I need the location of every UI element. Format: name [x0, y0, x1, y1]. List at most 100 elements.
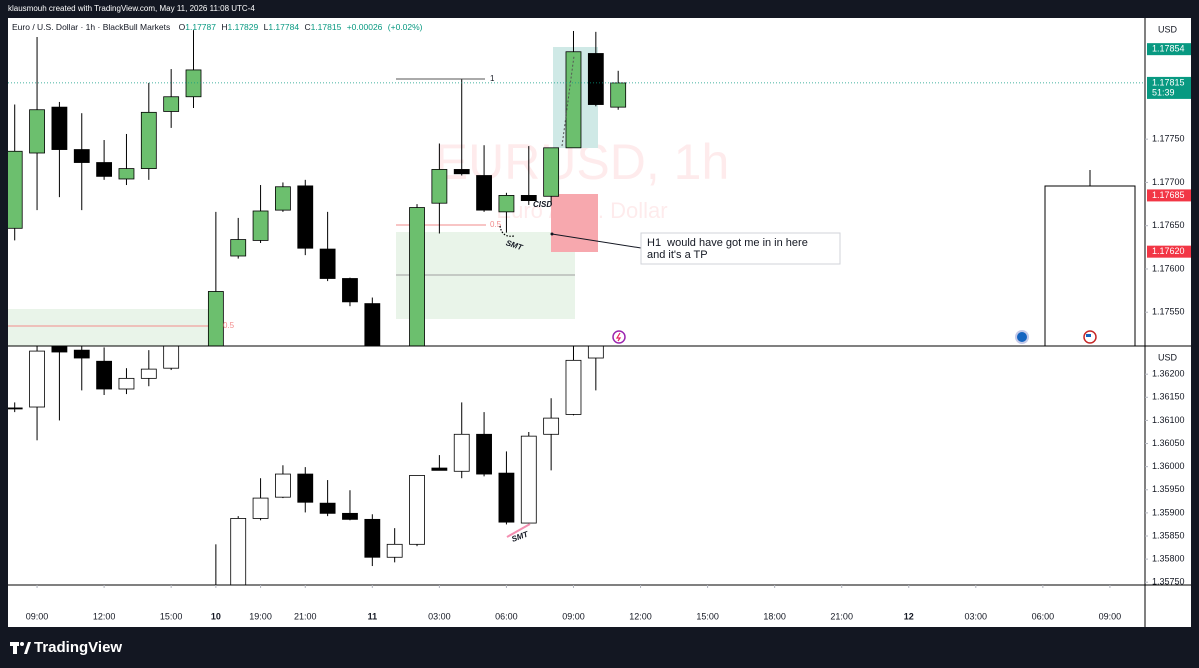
x-tick-label: 03:00	[428, 611, 451, 621]
legend-value: 1.17784	[268, 22, 299, 32]
price-label-box	[1147, 245, 1191, 258]
x-tick-label: 12	[904, 611, 914, 621]
candle-body	[140, 368, 157, 379]
x-tick-label: 09:00	[562, 611, 585, 621]
smt-line	[506, 523, 531, 538]
cisd-label: CISD	[533, 200, 552, 209]
candle-body	[118, 377, 135, 390]
header-text: klausmouh created with TradingView.com, …	[8, 4, 255, 13]
candle-body	[543, 417, 560, 435]
candle-body	[587, 346, 604, 359]
candle-body	[29, 350, 45, 408]
legend-change-pct: (+0.02%)	[388, 22, 423, 32]
x-tick-label: 06:00	[495, 611, 518, 621]
candle-body	[73, 149, 90, 163]
candle-body	[543, 147, 560, 197]
zone	[8, 309, 208, 346]
countdown: 51:39	[1152, 87, 1175, 97]
y-tick-label: 1.35800	[1152, 553, 1185, 563]
candle-body	[163, 96, 180, 112]
logo-part	[13, 642, 17, 654]
x-tick-label: 21:00	[294, 611, 317, 621]
candle-body	[476, 175, 492, 211]
callout-dot	[550, 232, 554, 236]
box-drawing	[1044, 185, 1136, 346]
candle-body	[319, 502, 336, 514]
candle-body	[51, 346, 68, 353]
legend-key: L	[264, 22, 269, 32]
candle-body	[498, 195, 515, 213]
candle-body	[230, 518, 247, 585]
candle-body	[8, 150, 23, 229]
legend-symbol: Euro / U.S. Dollar · 1h · BlackBull Mark…	[12, 22, 170, 32]
candle-body	[275, 186, 291, 211]
candle-body	[498, 472, 515, 523]
candle-body	[476, 433, 492, 475]
candle-body	[319, 248, 336, 279]
legend-key: O	[179, 22, 186, 32]
y-tick-label: 1.17550	[1152, 307, 1185, 317]
candle-body	[386, 543, 403, 558]
y-tick-label: 1.36200	[1152, 369, 1185, 379]
price-label: 1.17854	[1152, 44, 1185, 54]
top-candles	[8, 30, 627, 346]
candle-body	[409, 475, 425, 545]
callout-text: H1 would have got me in in here	[647, 237, 808, 249]
x-tick-label: 21:00	[830, 611, 853, 621]
candle-body	[230, 239, 247, 257]
event-icon[interactable]	[612, 330, 626, 344]
y-tick-label: 1.36050	[1152, 438, 1185, 448]
x-tick-label: 18:00	[763, 611, 786, 621]
logo-part	[20, 642, 24, 646]
candle-body	[29, 109, 45, 154]
y-tick-label: 1.17750	[1152, 134, 1185, 144]
x-tick-label: 12:00	[629, 611, 652, 621]
legend: Euro / U.S. Dollar · 1h · BlackBull Mark…	[12, 22, 423, 32]
x-tick-label: 11	[368, 611, 378, 621]
candle-body	[565, 359, 582, 415]
legend-value: 1.17787	[185, 22, 216, 32]
fib-label: 0.5	[223, 321, 235, 330]
y-tick-label: 1.35750	[1152, 577, 1185, 587]
x-tick-label: 06:00	[1032, 611, 1055, 621]
price-label-box	[1147, 189, 1191, 202]
price-label: 1.17685	[1152, 190, 1185, 200]
price-label: 1.17620	[1152, 246, 1185, 256]
candle-body	[431, 467, 448, 471]
legend-value: 1.17829	[228, 22, 259, 32]
logo-part	[24, 642, 31, 654]
y-tick-label: 1.17700	[1152, 177, 1185, 187]
candle-body	[207, 291, 224, 346]
legend-key: C	[304, 22, 310, 32]
y-tick-label: 1.36100	[1152, 415, 1185, 425]
callout-box	[640, 232, 841, 265]
candle-body	[453, 433, 470, 472]
legend-value: 1.17815	[311, 22, 342, 32]
brand-name: TradingView	[34, 639, 122, 656]
candle-body	[118, 168, 135, 180]
candle-body	[453, 169, 470, 175]
y-tick-label: 1.36000	[1152, 461, 1185, 471]
y-tick-label: 1.35950	[1152, 484, 1185, 494]
candle-body	[8, 407, 23, 410]
candle-body	[364, 518, 381, 558]
y-tick-label: 1.35850	[1152, 530, 1185, 540]
candle-body	[96, 162, 113, 177]
flag-part	[1086, 334, 1091, 337]
y-tick-label: 1.35900	[1152, 507, 1185, 517]
event-icon[interactable]	[1015, 330, 1029, 344]
candle-body	[96, 360, 113, 390]
candle-body	[364, 303, 381, 346]
x-tick-label: 19:00	[249, 611, 272, 621]
price-label-box	[1147, 76, 1191, 99]
brand-logo[interactable]	[10, 642, 31, 654]
fib-label: 0.5	[490, 220, 502, 229]
candle-body	[610, 82, 627, 108]
x-tick-label: 09:00	[1099, 611, 1122, 621]
candle-body	[140, 111, 157, 169]
candle-body	[252, 497, 269, 519]
y-tick-label: 1.17650	[1152, 220, 1185, 230]
candle-body	[409, 207, 425, 346]
callout-text: and it's a TP	[647, 249, 708, 261]
legend-key: H	[221, 22, 227, 32]
